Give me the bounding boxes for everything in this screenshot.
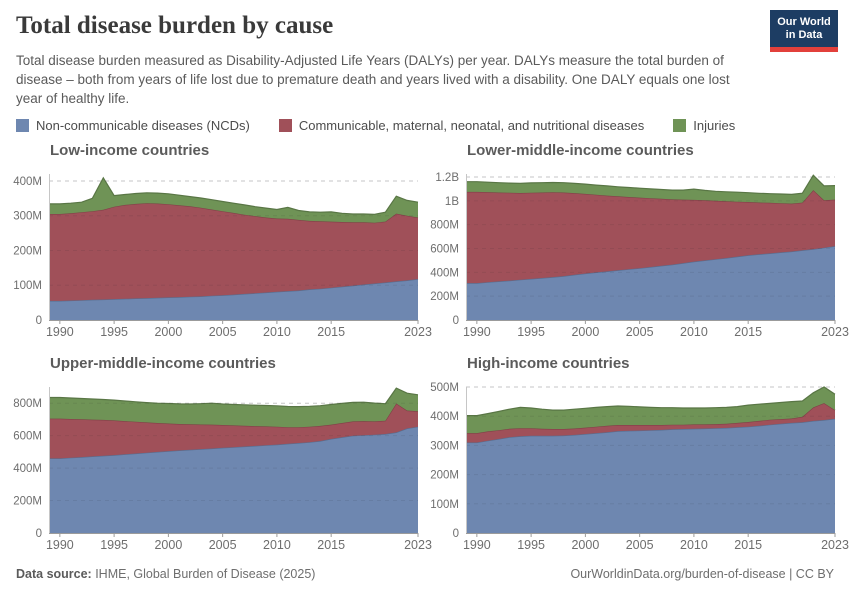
svg-text:800M: 800M [430, 220, 459, 232]
area-chart-high-income[interactable]: 0 100M 200M 300M 400M 500M 1990 1995 2000 2005 201… [421, 375, 850, 557]
legend-item-ncds: Non-communicable diseases (NCDs) [16, 118, 250, 133]
data-source-note: Data source: IHME, Global Burden of Dise… [16, 567, 315, 581]
legend-item-communicable: Communicable, maternal, neonatal, and nu… [278, 118, 645, 133]
legend-label-ncds: Non-communicable diseases (NCDs) [36, 118, 250, 133]
injuries-color-swatch-icon [673, 119, 687, 132]
chart-subtitle: Total disease burden measured as Disabil… [16, 53, 730, 107]
svg-text:1995: 1995 [100, 325, 128, 339]
svg-text:1.2B: 1.2B [435, 172, 459, 184]
svg-text:2000: 2000 [154, 538, 182, 552]
chart-legend: Non-communicable diseases (NCDs) Communi… [16, 118, 735, 133]
legend-item-injuries: Injuries [673, 118, 735, 133]
svg-text:400M: 400M [430, 267, 459, 279]
svg-text:400M: 400M [13, 463, 42, 475]
svg-text:2000: 2000 [571, 325, 599, 339]
svg-text:300M: 300M [430, 440, 459, 452]
svg-text:500M: 500M [430, 382, 459, 394]
svg-text:1990: 1990 [46, 538, 74, 552]
owid-logo-line2: in Data [785, 29, 823, 41]
chart-title-high-income: High-income countries [467, 355, 630, 372]
svg-text:2010: 2010 [680, 538, 708, 552]
svg-text:1990: 1990 [46, 325, 74, 339]
svg-text:2005: 2005 [626, 538, 654, 552]
svg-text:200M: 200M [13, 245, 42, 257]
legend-label-injuries: Injuries [693, 118, 736, 133]
svg-text:2015: 2015 [317, 325, 345, 339]
svg-text:300M: 300M [13, 211, 42, 223]
svg-text:100M: 100M [430, 499, 459, 511]
data-source-label: Data source: [16, 567, 92, 581]
svg-text:2023: 2023 [821, 325, 849, 339]
svg-text:2005: 2005 [209, 538, 237, 552]
svg-text:1995: 1995 [517, 325, 545, 339]
svg-text:200M: 200M [13, 496, 42, 508]
area-chart-low-income[interactable]: 0 100M 200M 300M 400M 1990 1995 2000 2005 2010 201… [4, 162, 433, 344]
svg-text:2023: 2023 [821, 538, 849, 552]
svg-text:2023: 2023 [404, 538, 432, 552]
data-source-value: IHME, Global Burden of Disease (2025) [91, 567, 316, 581]
svg-text:100M: 100M [13, 280, 42, 292]
chart-title-low-income: Low-income countries [50, 142, 210, 159]
svg-text:400M: 400M [13, 176, 42, 188]
svg-text:2015: 2015 [734, 538, 762, 552]
chart-title-upper-middle-income: Upper-middle-income countries [50, 355, 276, 372]
chart-title-lower-middle-income: Lower-middle-income countries [467, 142, 694, 159]
svg-text:200M: 200M [430, 291, 459, 303]
svg-text:1995: 1995 [517, 538, 545, 552]
svg-text:400M: 400M [430, 411, 459, 423]
page-title: Total disease burden by cause [16, 12, 334, 39]
ncds-color-swatch-icon [16, 119, 29, 132]
svg-text:0: 0 [453, 315, 459, 327]
chart-footer: Data source: IHME, Global Burden of Dise… [16, 567, 834, 581]
svg-text:600M: 600M [430, 243, 459, 255]
svg-text:1995: 1995 [100, 538, 128, 552]
owid-logo: Our World in Data [770, 10, 838, 52]
svg-text:2015: 2015 [734, 325, 762, 339]
svg-text:2005: 2005 [209, 325, 237, 339]
owid-logo-line1: Our World [777, 16, 831, 28]
svg-text:2005: 2005 [626, 325, 654, 339]
svg-text:2010: 2010 [263, 538, 291, 552]
svg-text:600M: 600M [13, 431, 42, 443]
svg-text:2000: 2000 [571, 538, 599, 552]
area-chart-lower-middle-income[interactable]: 0 200M 400M 600M 800M 1B 1.2B 1990 1995 2000 2005 2… [421, 162, 850, 344]
svg-text:0: 0 [36, 528, 42, 540]
svg-text:2015: 2015 [317, 538, 345, 552]
svg-text:0: 0 [36, 315, 42, 327]
svg-text:1990: 1990 [463, 325, 491, 339]
communicable-color-swatch-icon [278, 119, 292, 132]
svg-text:1B: 1B [445, 196, 459, 208]
svg-text:1990: 1990 [463, 538, 491, 552]
svg-text:2010: 2010 [680, 325, 708, 339]
svg-text:200M: 200M [430, 470, 459, 482]
svg-text:2000: 2000 [154, 325, 182, 339]
area-chart-upper-middle-income[interactable]: 0 200M 400M 600M 800M 1990 1995 2000 2005 2010 201… [4, 375, 433, 557]
svg-text:2023: 2023 [404, 325, 432, 339]
svg-text:800M: 800M [13, 398, 42, 410]
svg-text:2010: 2010 [263, 325, 291, 339]
license-note: OurWorldinData.org/burden-of-disease | C… [570, 567, 834, 581]
legend-label-communicable: Communicable, maternal, neonatal, and nu… [298, 118, 645, 133]
svg-text:0: 0 [453, 528, 459, 540]
